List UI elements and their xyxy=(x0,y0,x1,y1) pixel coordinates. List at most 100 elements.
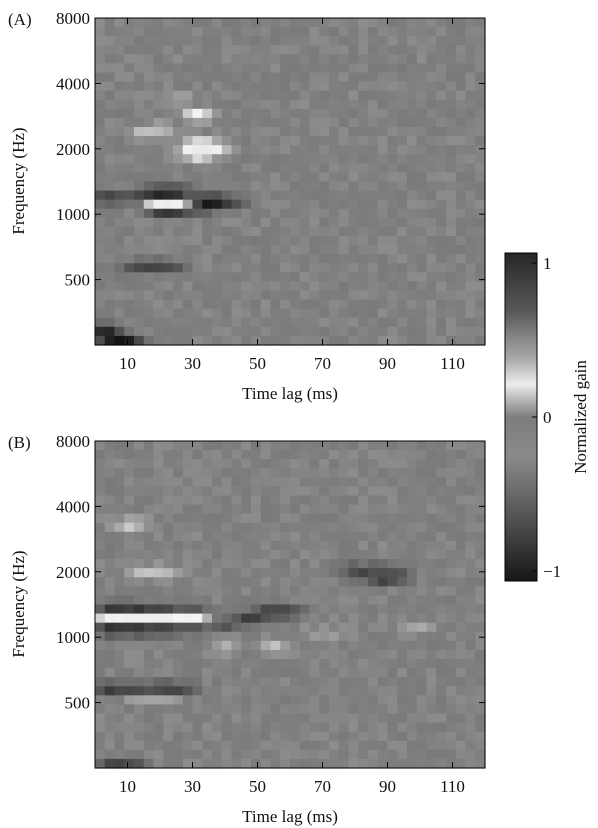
heatmap-cell xyxy=(124,577,135,587)
heatmap-cell xyxy=(182,568,194,578)
heatmap-cell xyxy=(182,713,194,724)
heatmap-cell xyxy=(309,704,320,715)
heatmap-cell xyxy=(104,450,116,460)
heatmap-cell xyxy=(251,459,262,469)
heatmap-cell xyxy=(231,90,242,101)
heatmap-cell xyxy=(387,513,398,524)
heatmap-cell xyxy=(446,531,457,542)
heatmap-cell xyxy=(280,758,291,769)
heatmap-cell xyxy=(465,281,476,292)
heatmap-cell xyxy=(338,640,350,651)
heatmap-cell xyxy=(163,495,174,506)
heatmap-cell xyxy=(163,63,174,74)
heatmap-cell xyxy=(231,758,242,769)
heatmap-cell xyxy=(95,722,106,733)
heatmap-cell xyxy=(368,108,379,119)
heatmap-cell xyxy=(173,631,184,642)
heatmap-cell xyxy=(465,72,476,83)
heatmap-cell xyxy=(397,550,408,560)
heatmap-cell xyxy=(212,631,223,642)
heatmap-cell xyxy=(397,749,408,760)
heatmap-cell xyxy=(260,154,272,164)
heatmap-cell xyxy=(407,640,418,651)
heatmap-cell xyxy=(348,722,359,733)
heatmap-cell xyxy=(455,163,467,174)
heatmap-cell xyxy=(134,441,145,451)
heatmap-cell xyxy=(475,495,486,506)
heatmap-cell xyxy=(114,595,125,606)
heatmap-cell xyxy=(143,568,155,578)
heatmap-cell xyxy=(358,245,369,255)
heatmap-cell xyxy=(397,236,408,246)
heatmap-cell xyxy=(426,668,437,678)
x-tick-label: 30 xyxy=(184,354,201,373)
heatmap-cell xyxy=(377,695,389,706)
heatmap-cell xyxy=(124,441,135,451)
heatmap-cell xyxy=(338,677,350,687)
heatmap-cell xyxy=(114,568,125,578)
heatmap-cell xyxy=(163,604,174,615)
heatmap-cell xyxy=(368,459,379,469)
heatmap-cell xyxy=(299,18,311,28)
heatmap-cell xyxy=(387,190,398,201)
heatmap-cell xyxy=(407,613,418,624)
heatmap-cell xyxy=(446,749,457,760)
heatmap-cell xyxy=(95,686,106,696)
heatmap-cell xyxy=(241,145,252,155)
heatmap-cell xyxy=(475,686,486,696)
heatmap-cell xyxy=(358,686,369,696)
heatmap-cell xyxy=(319,326,330,337)
heatmap-cell xyxy=(134,163,145,174)
heatmap-cell xyxy=(95,513,106,524)
heatmap-cell xyxy=(465,731,476,742)
heatmap-cell xyxy=(436,740,447,751)
heatmap-cell xyxy=(465,299,476,310)
heatmap-cell xyxy=(446,477,457,488)
heatmap-cell xyxy=(290,272,301,283)
x-axis-label-a: Time lag (ms) xyxy=(242,384,338,403)
heatmap-cell xyxy=(104,468,116,478)
heatmap-cell xyxy=(221,326,233,337)
heatmap-cell xyxy=(231,713,242,724)
heatmap-cell xyxy=(114,686,125,696)
heatmap-cell xyxy=(270,63,281,74)
heatmap-cell xyxy=(407,695,418,706)
heatmap-cell xyxy=(173,441,184,451)
heatmap-cell xyxy=(182,172,194,183)
heatmap-cell xyxy=(202,459,213,469)
heatmap-cell xyxy=(290,459,301,469)
heatmap-cell xyxy=(173,540,184,551)
heatmap-cell xyxy=(446,613,457,624)
heatmap-cell xyxy=(348,254,359,264)
heatmap-cell xyxy=(436,36,447,46)
heatmap-cell xyxy=(124,136,135,146)
heatmap-cell xyxy=(416,172,428,183)
heatmap-cell xyxy=(231,613,242,624)
heatmap-cell xyxy=(143,18,155,28)
heatmap-cell xyxy=(260,335,272,346)
heatmap-cell xyxy=(95,127,106,137)
heatmap-cell xyxy=(251,326,262,337)
heatmap-cell xyxy=(212,486,223,497)
heatmap-cell xyxy=(426,272,437,283)
heatmap-cell xyxy=(368,522,379,533)
heatmap-cell xyxy=(124,36,135,46)
heatmap-cell xyxy=(377,172,389,183)
heatmap-cell xyxy=(465,477,476,488)
heatmap-cell xyxy=(299,236,311,246)
heatmap-cell xyxy=(221,649,233,660)
heatmap-cell xyxy=(397,758,408,769)
heatmap-cell xyxy=(260,181,272,192)
heatmap-cell xyxy=(251,731,262,742)
heatmap-cell xyxy=(309,649,320,660)
heatmap-cell xyxy=(173,586,184,597)
heatmap-cell xyxy=(143,145,155,155)
heatmap-cell xyxy=(387,713,398,724)
heatmap-cell xyxy=(290,27,301,37)
heatmap-cell xyxy=(182,63,194,74)
heatmap-cell xyxy=(348,36,359,46)
heatmap-cell xyxy=(299,441,311,451)
heatmap-cell xyxy=(465,568,476,578)
heatmap-cell xyxy=(377,486,389,497)
heatmap-cell xyxy=(358,108,369,119)
